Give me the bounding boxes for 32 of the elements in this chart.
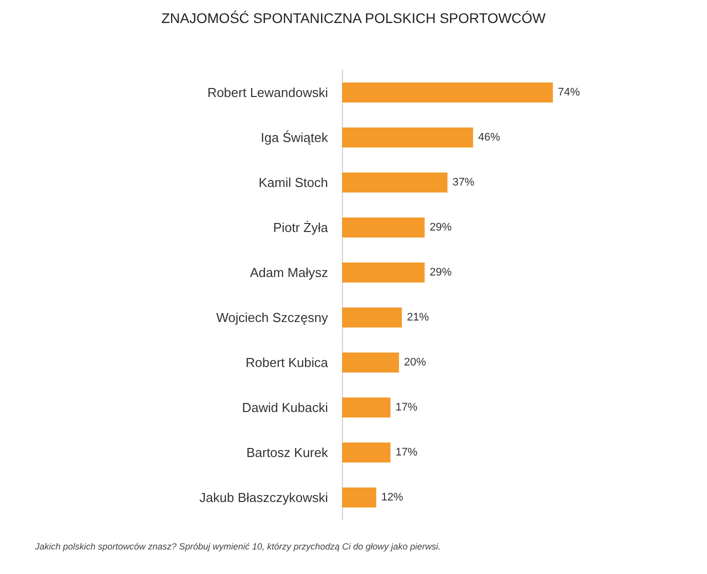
bar bbox=[342, 262, 425, 282]
bar bbox=[342, 398, 390, 418]
bar bbox=[342, 442, 390, 462]
y-tick-label: Jakub Błaszczykowski bbox=[199, 490, 328, 505]
y-tick-label: Robert Lewandowski bbox=[207, 85, 328, 100]
bar bbox=[342, 82, 553, 102]
data-label: 74% bbox=[558, 86, 580, 98]
data-label: 37% bbox=[452, 176, 475, 188]
data-label: 46% bbox=[478, 132, 500, 144]
y-tick-label: Bartosz Kurek bbox=[246, 445, 328, 460]
bar bbox=[342, 352, 399, 372]
y-tick-label: Kamil Stoch bbox=[258, 175, 328, 190]
data-label: 17% bbox=[395, 402, 418, 414]
bar bbox=[342, 488, 376, 508]
bar bbox=[342, 218, 425, 238]
data-label: 12% bbox=[381, 492, 404, 504]
data-label: 29% bbox=[430, 266, 452, 278]
y-tick-label: Adam Małysz bbox=[250, 265, 328, 280]
y-tick-label: Piotr Żyła bbox=[273, 220, 329, 235]
text: Jakich polskich sportowców znasz? Spróbuj wymienić 10, którzy przychodzą Ci do głowy jako pierwsi. bbox=[34, 542, 441, 552]
data-label: 17% bbox=[395, 446, 418, 458]
data-label: 20% bbox=[404, 356, 426, 368]
y-tick-label: Wojciech Szczęsny bbox=[216, 310, 328, 325]
chart-title: ZNAJOMOŚĆ SPONTANICZNA POLSKICH SPORTOWCÓW bbox=[161, 10, 546, 26]
y-tick-label: Robert Kubica bbox=[246, 355, 329, 370]
bar bbox=[342, 128, 474, 148]
bar bbox=[342, 172, 448, 192]
data-label: 21% bbox=[406, 312, 430, 324]
bar bbox=[342, 308, 402, 328]
y-tick-label: Dawid Kubacki bbox=[242, 400, 328, 415]
y-tick-label: Iga Świątek bbox=[260, 130, 328, 145]
data-label: 29% bbox=[430, 222, 452, 234]
